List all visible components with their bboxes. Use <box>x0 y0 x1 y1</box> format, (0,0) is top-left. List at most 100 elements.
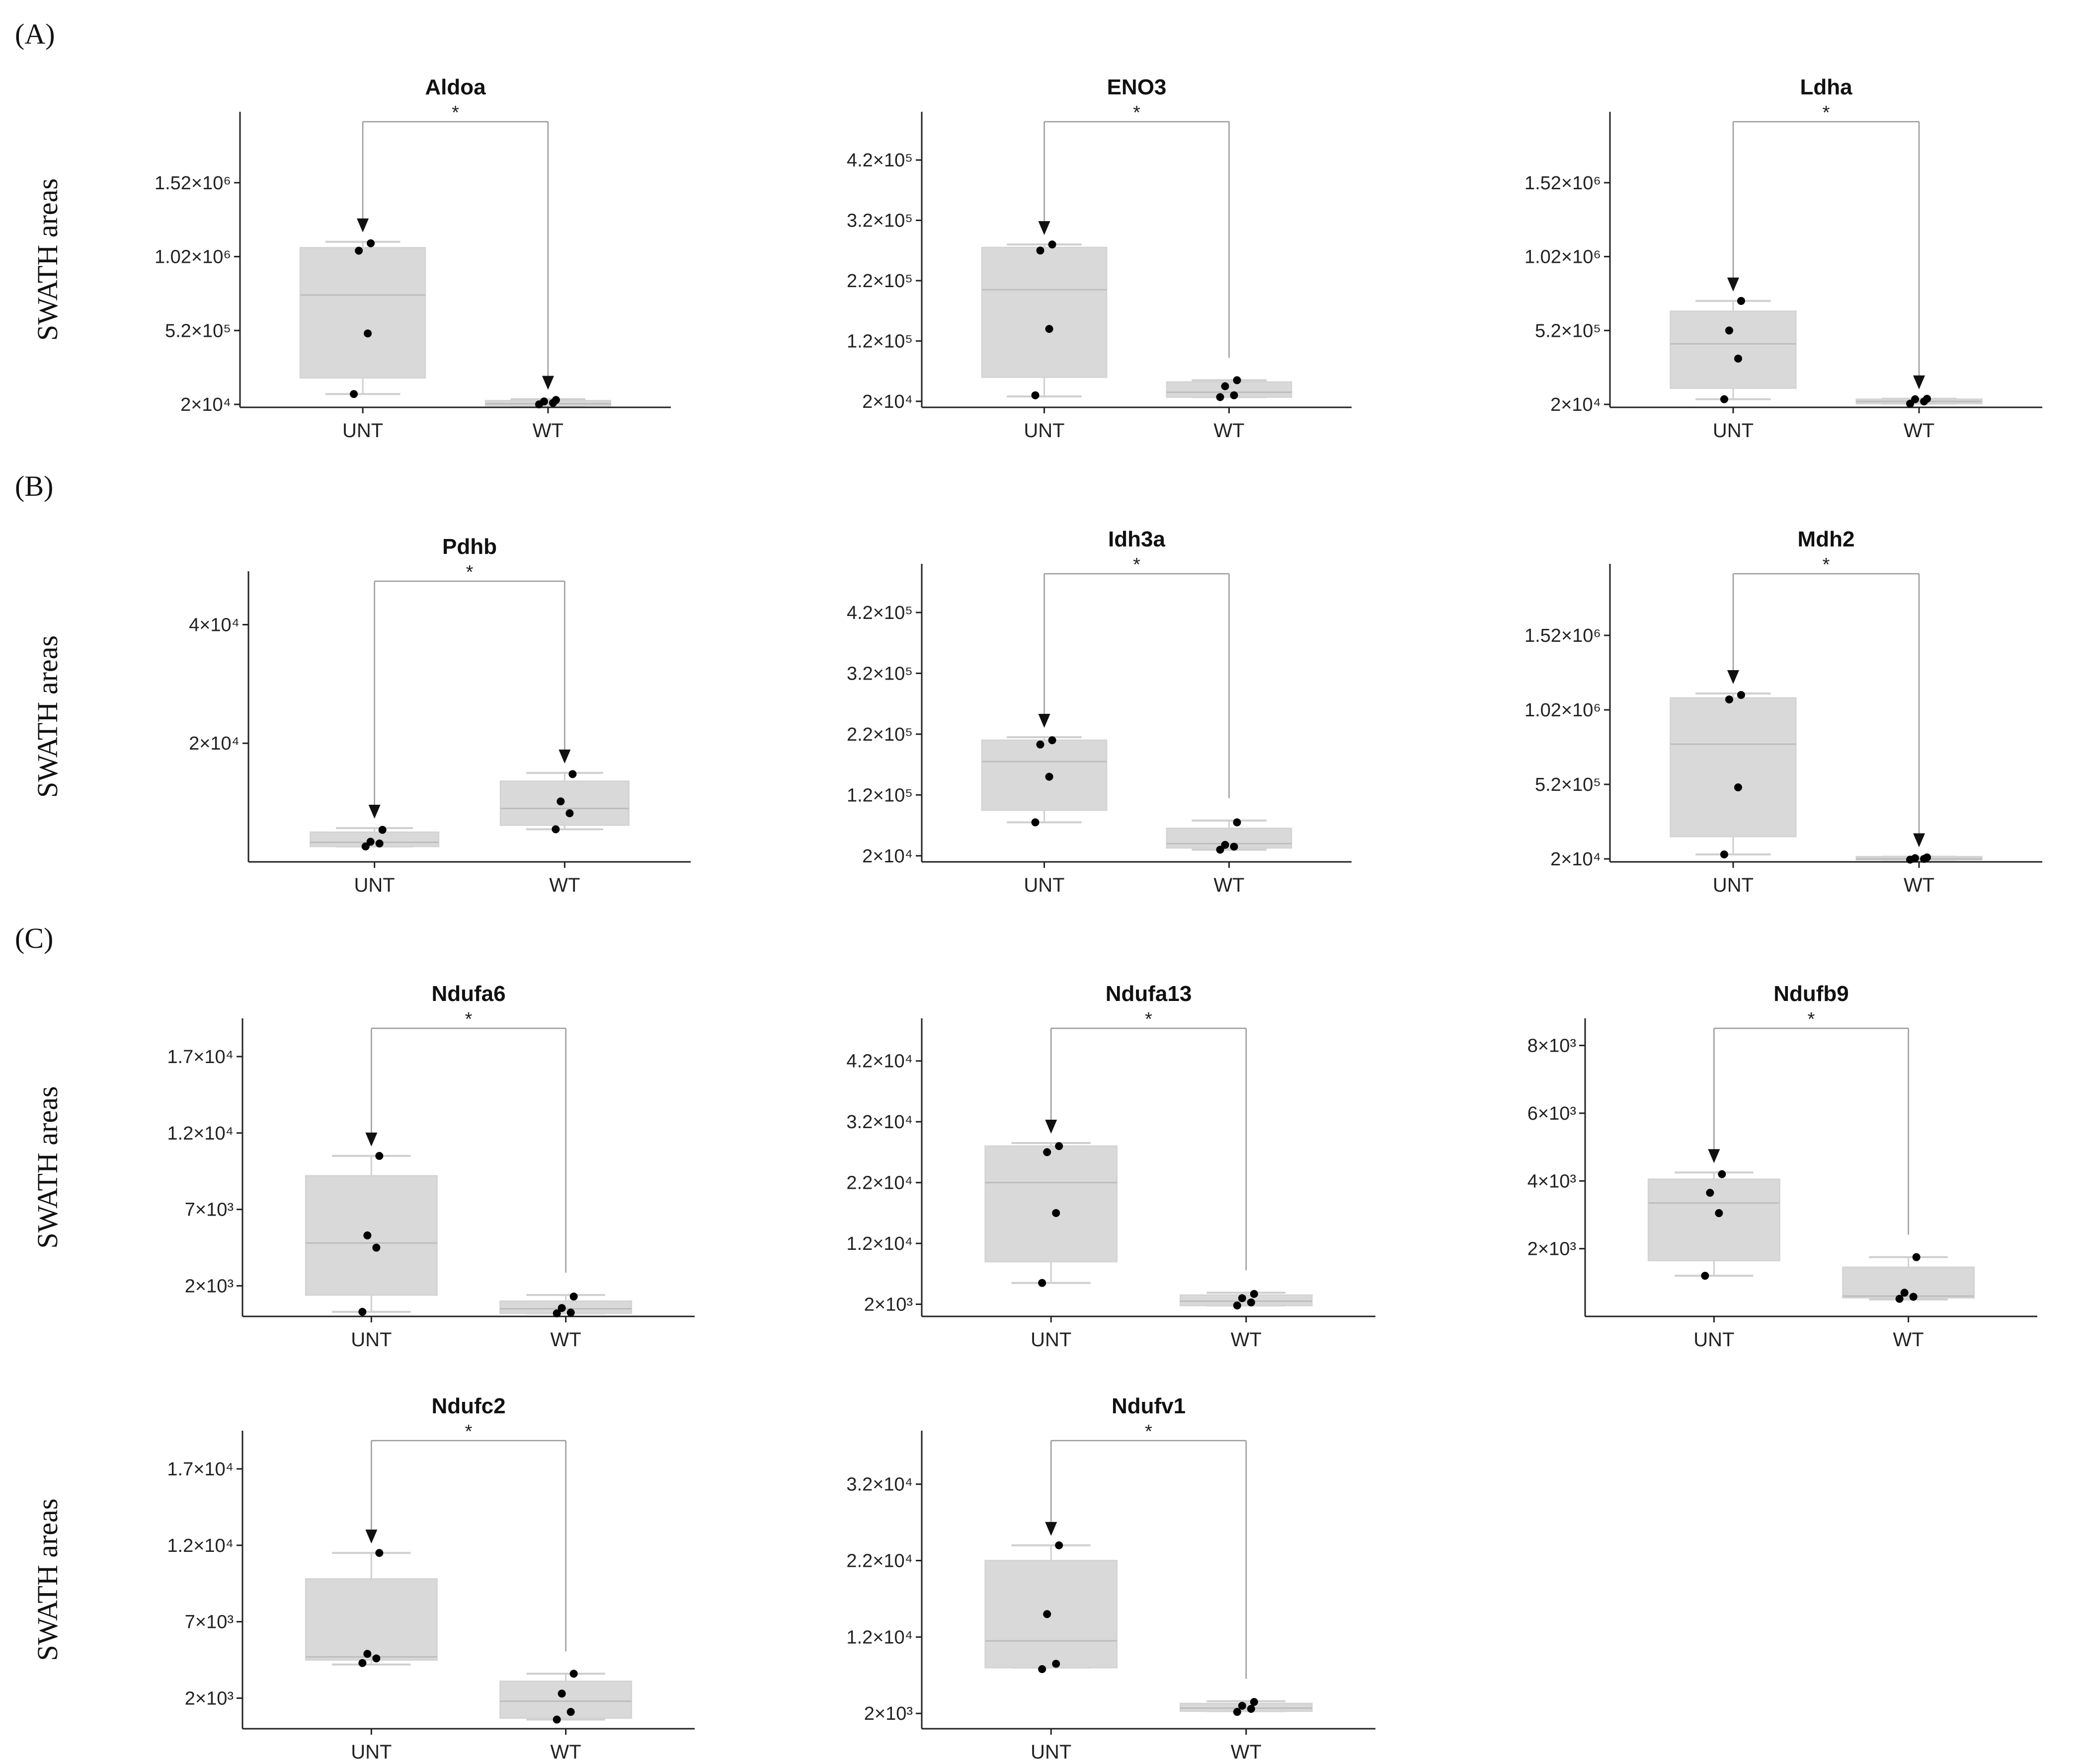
data-point <box>1720 395 1728 403</box>
chart-title: ENO3 <box>1107 75 1167 99</box>
box-iqr <box>310 831 440 847</box>
x-tick-label-unt: UNT <box>354 874 395 896</box>
data-point <box>569 1670 578 1678</box>
data-point <box>1048 736 1056 745</box>
arrow-head-unt <box>1045 1120 1057 1134</box>
x-tick-label-wt: WT <box>549 874 580 896</box>
significance-marker: * <box>1133 102 1140 123</box>
chart-ldha: Ldha 2×10⁴ 5.2×10⁵ 1.02×10⁶ 1.52×10⁶ UNT WT * <box>1524 75 2042 442</box>
data-point <box>1720 850 1728 858</box>
significance-marker: * <box>1823 554 1830 575</box>
box-wt <box>1166 818 1292 854</box>
box-unt <box>981 736 1108 827</box>
charts-group: Aldoa SWATH areas 2×10⁴ 5.2×10⁵ 1.02×10⁶ 1.52… <box>31 75 2042 1763</box>
y-axis-label: SWATH areas <box>31 178 64 341</box>
y-axis-label: SWATH areas <box>31 1499 64 1661</box>
data-point <box>566 1308 575 1317</box>
y-tick-label: 1.2×10⁵ <box>847 785 913 806</box>
box-unt <box>305 1549 438 1667</box>
panel-label-b: (B) <box>15 470 53 502</box>
box-wt <box>484 396 612 409</box>
data-point <box>1043 1148 1051 1156</box>
y-tick-label: 4.2×10⁴ <box>846 1051 913 1072</box>
y-tick-label: 5.2×10⁵ <box>1535 320 1601 341</box>
box-iqr <box>1842 1266 1975 1299</box>
data-point <box>1048 240 1056 249</box>
y-tick-label: 1.7×10⁴ <box>167 1459 234 1480</box>
x-tick-label-wt: WT <box>1231 1741 1262 1763</box>
data-point <box>363 1231 372 1239</box>
y-tick-label: 1.02×10⁶ <box>1524 700 1601 721</box>
data-point <box>375 1151 384 1160</box>
y-tick-label: 3.2×10⁵ <box>847 663 913 684</box>
data-point <box>1036 246 1044 255</box>
arrow-head-wt <box>559 749 571 764</box>
significance-marker: * <box>1145 1421 1152 1442</box>
data-point <box>378 826 387 834</box>
y-tick-label: 4.2×10⁵ <box>847 150 913 171</box>
y-tick-label: 6×10³ <box>1527 1103 1576 1124</box>
data-point <box>1250 1698 1258 1706</box>
data-point <box>1238 1294 1246 1303</box>
box-wt <box>1855 853 1983 864</box>
significance-marker: * <box>1823 102 1830 123</box>
panel-label-c: (C) <box>15 922 53 954</box>
data-point <box>358 1659 367 1667</box>
data-point <box>1725 326 1733 335</box>
data-point <box>366 838 375 846</box>
significance-marker: * <box>1808 1009 1815 1030</box>
chart-ndufa6: Ndufa6 SWATH areas 2×10³ 7×10³ 1.2×10⁴ 1.7×10… <box>31 982 695 1351</box>
y-tick-label: 4.2×10⁵ <box>847 603 913 623</box>
y-tick-label: 7×10³ <box>185 1200 234 1221</box>
y-tick-label: 5.2×10⁵ <box>165 320 231 341</box>
data-point <box>1737 297 1745 305</box>
data-point <box>1715 1209 1723 1218</box>
y-tick-label: 1.02×10⁶ <box>155 247 231 268</box>
box-iqr <box>305 1578 438 1661</box>
data-point <box>1895 1295 1904 1303</box>
data-point <box>565 809 574 818</box>
y-tick-label: 3.2×10⁴ <box>846 1112 913 1133</box>
y-tick-label: 1.52×10⁶ <box>155 173 231 194</box>
y-tick-label: 3.2×10⁵ <box>847 211 913 231</box>
y-tick-label: 1.2×10⁴ <box>167 1123 234 1144</box>
x-tick-label-wt: WT <box>533 420 563 442</box>
data-point <box>1737 691 1745 699</box>
box-wt <box>499 770 630 834</box>
chart-mdh2: Mdh2 2×10⁴ 5.2×10⁵ 1.02×10⁶ 1.52×10⁶ UNT WT * <box>1524 527 2042 896</box>
chart-aldoa: Aldoa SWATH areas 2×10⁴ 5.2×10⁵ 1.02×10⁶ 1.52… <box>31 75 671 442</box>
arrow-head-unt <box>365 1530 378 1544</box>
y-tick-label: 2×10³ <box>864 1295 913 1315</box>
y-tick-label: 2×10³ <box>864 1703 913 1724</box>
chart-ndufc2: Ndufc2 SWATH areas 2×10³ 7×10³ 1.2×10⁴ 1.7×10… <box>31 1394 695 1763</box>
y-tick-label: 1.2×10⁵ <box>847 331 913 352</box>
y-tick-label: 2×10⁴ <box>189 733 240 754</box>
box-iqr <box>984 1145 1118 1263</box>
y-tick-label: 4×10³ <box>1527 1171 1576 1192</box>
chart-pdhb: Pdhb SWATH areas 2×10⁴ 4×10⁴ UNT WT * <box>31 535 691 896</box>
data-point <box>1043 1610 1051 1618</box>
y-tick-label: 8×10³ <box>1527 1036 1576 1057</box>
arrow-head-unt <box>368 804 381 819</box>
chart-ndufv1: Ndufv1 2×10³ 1.2×10⁴ 2.2×10⁴ 3.2×10⁴ UNT WT * <box>846 1394 1375 1763</box>
data-point <box>552 825 560 834</box>
y-tick-label: 2×10³ <box>185 1276 234 1297</box>
box-iqr <box>1670 310 1797 389</box>
chart-title: Ndufa6 <box>431 982 505 1006</box>
box-iqr <box>981 246 1108 378</box>
x-tick-label-unt: UNT <box>1031 1329 1071 1351</box>
y-tick-label: 2×10⁴ <box>1550 394 1601 415</box>
y-axis-label: SWATH areas <box>31 1086 64 1249</box>
y-tick-label: 2×10⁴ <box>180 394 231 415</box>
x-tick-label-wt: WT <box>551 1741 581 1763</box>
data-point <box>1247 1298 1255 1306</box>
data-point <box>557 797 565 806</box>
box-iqr <box>499 1300 633 1314</box>
data-point <box>364 329 372 338</box>
y-tick-label: 1.52×10⁶ <box>1524 625 1601 646</box>
arrow-head-unt <box>357 218 369 232</box>
data-point <box>1718 1170 1726 1178</box>
significance-marker: * <box>465 1009 473 1030</box>
box-unt <box>310 826 440 850</box>
significance-marker: * <box>452 102 459 123</box>
